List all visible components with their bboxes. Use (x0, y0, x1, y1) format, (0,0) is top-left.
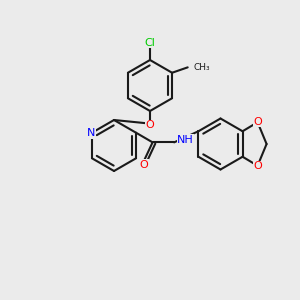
Text: Cl: Cl (145, 38, 155, 48)
Text: N: N (87, 128, 95, 138)
Text: NH: NH (177, 135, 194, 145)
Text: O: O (140, 160, 148, 170)
Text: CH₃: CH₃ (193, 63, 210, 72)
Text: O: O (146, 120, 154, 130)
Text: O: O (253, 117, 262, 127)
Text: O: O (253, 161, 262, 171)
